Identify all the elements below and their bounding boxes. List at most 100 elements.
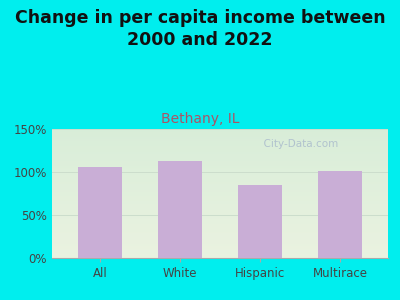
Bar — [52, 164, 388, 165]
Text: Bethany, IL: Bethany, IL — [161, 112, 239, 127]
Bar — [52, 220, 388, 222]
Bar — [52, 152, 388, 154]
Bar — [158, 161, 202, 258]
Bar — [52, 227, 388, 228]
Bar — [52, 168, 388, 169]
Bar — [52, 182, 388, 183]
Bar — [52, 191, 388, 192]
Bar — [52, 214, 388, 215]
Bar — [52, 231, 388, 232]
Bar — [52, 250, 388, 251]
Bar — [52, 257, 388, 258]
Bar — [52, 181, 388, 182]
Bar — [52, 132, 388, 133]
Bar — [52, 235, 388, 236]
Bar — [52, 155, 388, 156]
Bar — [52, 202, 388, 204]
Bar — [52, 179, 388, 181]
Bar — [52, 233, 388, 235]
Bar — [52, 134, 388, 136]
Bar — [52, 212, 388, 213]
Bar — [318, 171, 362, 258]
Bar — [52, 156, 388, 158]
Bar — [52, 151, 388, 152]
Bar — [52, 242, 388, 244]
Bar — [52, 148, 388, 150]
Bar — [52, 190, 388, 191]
Bar — [52, 226, 388, 227]
Bar — [52, 147, 388, 148]
Bar — [52, 172, 388, 173]
Bar — [52, 195, 388, 196]
Bar — [52, 255, 388, 257]
Bar — [52, 246, 388, 248]
Bar — [52, 138, 388, 139]
Bar — [52, 178, 388, 179]
Bar — [52, 251, 388, 253]
Bar — [52, 194, 388, 195]
Bar — [52, 188, 388, 190]
Bar — [52, 177, 388, 178]
Bar — [238, 185, 282, 258]
Bar — [52, 196, 388, 197]
Bar — [52, 186, 388, 187]
Bar — [52, 145, 388, 146]
Bar — [52, 237, 388, 239]
Bar — [52, 206, 388, 208]
Bar — [52, 239, 388, 240]
Bar — [52, 249, 388, 250]
Bar — [52, 165, 388, 166]
Bar — [52, 139, 388, 141]
Bar — [52, 154, 388, 155]
Bar — [52, 223, 388, 224]
Bar — [52, 187, 388, 188]
Bar — [52, 204, 388, 205]
Bar — [52, 197, 388, 199]
Bar — [52, 245, 388, 246]
Bar — [52, 236, 388, 237]
Bar — [52, 240, 388, 241]
Bar — [52, 200, 388, 201]
Bar — [52, 170, 388, 172]
Bar — [52, 167, 388, 168]
Bar — [52, 199, 388, 200]
Bar — [52, 224, 388, 226]
Bar — [52, 130, 388, 132]
Bar — [52, 146, 388, 147]
Text: Change in per capita income between
2000 and 2022: Change in per capita income between 2000… — [15, 9, 385, 49]
Bar — [52, 253, 388, 254]
Bar — [52, 228, 388, 230]
Bar — [52, 133, 388, 134]
Bar — [52, 215, 388, 217]
Bar — [52, 232, 388, 233]
Bar — [52, 208, 388, 209]
Bar — [52, 161, 388, 163]
Bar — [52, 173, 388, 174]
Bar — [52, 142, 388, 143]
Bar — [52, 244, 388, 245]
Bar — [52, 248, 388, 249]
Bar — [52, 201, 388, 202]
Bar — [52, 176, 388, 177]
Bar — [52, 159, 388, 160]
Bar — [52, 150, 388, 151]
Text: City-Data.com: City-Data.com — [257, 140, 338, 149]
Bar — [52, 205, 388, 206]
Bar — [52, 218, 388, 219]
Bar — [52, 174, 388, 176]
Bar — [52, 192, 388, 194]
Bar — [52, 230, 388, 231]
Bar — [52, 213, 388, 214]
Bar — [52, 163, 388, 164]
Bar — [52, 158, 388, 159]
Bar — [52, 143, 388, 145]
Bar — [52, 129, 388, 130]
Bar — [52, 184, 388, 186]
Bar — [52, 209, 388, 210]
Bar — [52, 141, 388, 142]
Bar — [52, 217, 388, 218]
Bar — [52, 219, 388, 220]
Bar — [52, 160, 388, 161]
Bar — [52, 169, 388, 170]
Bar — [52, 136, 388, 137]
